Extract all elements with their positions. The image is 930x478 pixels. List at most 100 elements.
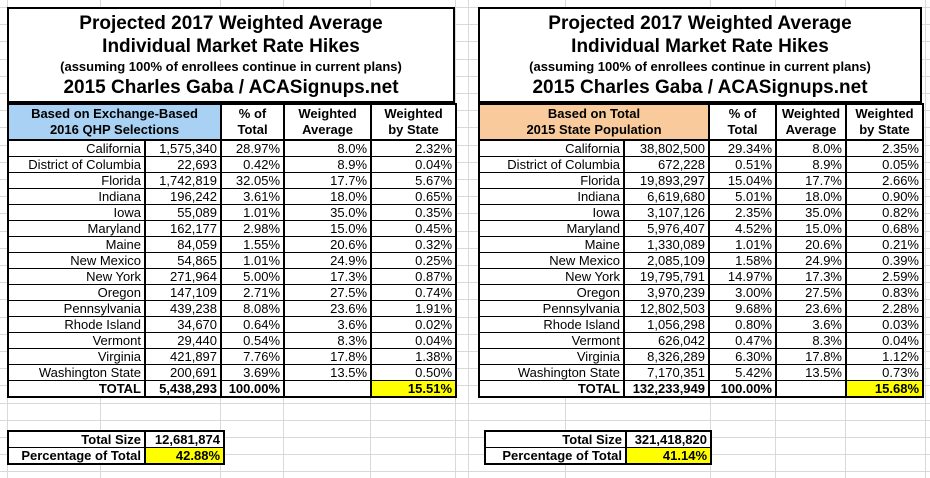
weighted-by-state-cell[interactable]: 0.04% — [370, 332, 458, 349]
pct-of-total-cell[interactable]: 1.01% — [220, 204, 286, 221]
weighted-avg-cell[interactable]: 23.6% — [283, 300, 373, 317]
enrollment-cell[interactable]: 12,802,503 — [623, 300, 710, 317]
weighted-by-state-cell[interactable]: 2.35% — [845, 139, 924, 157]
pct-of-total-cell[interactable]: 7.76% — [220, 348, 286, 365]
enrollment-cell[interactable]: 271,964 — [143, 268, 223, 285]
weighted-avg-cell[interactable]: 8.3% — [775, 332, 847, 349]
total-weighted-avg-cell[interactable] — [775, 380, 847, 398]
weighted-avg-cell[interactable]: 27.5% — [775, 284, 847, 301]
weighted-by-state-cell[interactable]: 0.50% — [370, 364, 458, 381]
pct-of-total-cell[interactable]: 28.97% — [220, 139, 286, 157]
pct-of-total-cell[interactable]: 29.34% — [708, 139, 777, 157]
state-cell[interactable]: Virginia — [7, 348, 146, 365]
total-value-cell[interactable]: 5,438,293 — [143, 380, 223, 398]
weighted-by-state-cell[interactable]: 2.28% — [845, 300, 924, 317]
pct-of-total-cell[interactable]: 0.80% — [708, 316, 777, 333]
state-cell[interactable]: Rhode Island — [7, 316, 146, 333]
state-cell[interactable]: Vermont — [7, 332, 146, 349]
pct-of-total-cell[interactable]: 4.52% — [708, 220, 777, 237]
pct-of-total-cell[interactable]: 0.47% — [708, 332, 777, 349]
enrollment-cell[interactable]: 672,228 — [623, 156, 710, 173]
enrollment-cell[interactable]: 6,619,680 — [623, 188, 710, 205]
enrollment-cell[interactable]: 7,170,351 — [623, 364, 710, 381]
pct-of-total-cell[interactable]: 3.69% — [220, 364, 286, 381]
state-cell[interactable]: Maine — [7, 236, 146, 253]
pct-of-total-cell[interactable]: 2.71% — [220, 284, 286, 301]
header-based-on[interactable]: Based on Total 2015 State Population — [478, 103, 710, 141]
weighted-by-state-cell[interactable]: 0.05% — [845, 156, 924, 173]
enrollment-cell[interactable]: 22,693 — [143, 156, 223, 173]
enrollment-cell[interactable]: 54,865 — [143, 252, 223, 269]
enrollment-cell[interactable]: 3,970,239 — [623, 284, 710, 301]
weighted-avg-cell[interactable]: 20.6% — [775, 236, 847, 253]
weighted-avg-cell[interactable]: 17.3% — [775, 268, 847, 285]
enrollment-cell[interactable]: 626,042 — [623, 332, 710, 349]
weighted-by-state-cell[interactable]: 0.73% — [845, 364, 924, 381]
weighted-avg-cell[interactable]: 17.7% — [775, 172, 847, 189]
state-cell[interactable]: Virginia — [478, 348, 625, 365]
weighted-avg-cell[interactable]: 20.6% — [283, 236, 373, 253]
percentage-of-total-label[interactable]: Percentage of Total — [7, 447, 146, 465]
weighted-by-state-cell[interactable]: 0.83% — [845, 284, 924, 301]
enrollment-cell[interactable]: 34,670 — [143, 316, 223, 333]
total-value-cell[interactable]: 132,233,949 — [623, 380, 710, 398]
pct-of-total-cell[interactable]: 14.97% — [708, 268, 777, 285]
enrollment-cell[interactable]: 2,085,109 — [623, 252, 710, 269]
state-cell[interactable]: New York — [478, 268, 625, 285]
weighted-avg-cell[interactable]: 8.0% — [775, 139, 847, 157]
state-cell[interactable]: California — [478, 139, 625, 157]
enrollment-cell[interactable]: 196,242 — [143, 188, 223, 205]
weighted-avg-cell[interactable]: 8.9% — [775, 156, 847, 173]
pct-of-total-cell[interactable]: 2.98% — [220, 220, 286, 237]
header-weighted-average[interactable]: Weighted Average — [775, 103, 847, 141]
weighted-by-state-cell[interactable]: 1.38% — [370, 348, 458, 365]
weighted-avg-cell[interactable]: 23.6% — [775, 300, 847, 317]
weighted-avg-cell[interactable]: 35.0% — [775, 204, 847, 221]
state-cell[interactable]: Maine — [478, 236, 625, 253]
state-cell[interactable]: Pennsylvania — [7, 300, 146, 317]
weighted-avg-cell[interactable]: 18.0% — [775, 188, 847, 205]
pct-of-total-cell[interactable]: 5.01% — [708, 188, 777, 205]
weighted-avg-cell[interactable]: 15.0% — [775, 220, 847, 237]
total-weighted-by-state-cell[interactable]: 15.51% — [370, 380, 458, 398]
weighted-by-state-cell[interactable]: 0.03% — [845, 316, 924, 333]
table-title[interactable]: Projected 2017 Weighted Average Individu… — [7, 7, 455, 103]
pct-of-total-cell[interactable]: 0.64% — [220, 316, 286, 333]
weighted-by-state-cell[interactable]: 0.87% — [370, 268, 458, 285]
weighted-avg-cell[interactable]: 17.3% — [283, 268, 373, 285]
weighted-avg-cell[interactable]: 15.0% — [283, 220, 373, 237]
weighted-by-state-cell[interactable]: 0.21% — [845, 236, 924, 253]
weighted-by-state-cell[interactable]: 0.68% — [845, 220, 924, 237]
weighted-avg-cell[interactable]: 24.9% — [775, 252, 847, 269]
percentage-of-total-value[interactable]: 41.14% — [625, 447, 712, 465]
weighted-by-state-cell[interactable]: 2.59% — [845, 268, 924, 285]
weighted-avg-cell[interactable]: 17.8% — [775, 348, 847, 365]
weighted-by-state-cell[interactable]: 0.32% — [370, 236, 458, 253]
state-cell[interactable]: Maryland — [7, 220, 146, 237]
enrollment-cell[interactable]: 8,326,289 — [623, 348, 710, 365]
percentage-of-total-value[interactable]: 42.88% — [144, 447, 225, 465]
header-pct-of-total[interactable]: % of Total — [220, 103, 286, 141]
state-cell[interactable]: Florida — [478, 172, 625, 189]
pct-of-total-cell[interactable]: 5.42% — [708, 364, 777, 381]
weighted-by-state-cell[interactable]: 0.65% — [370, 188, 458, 205]
weighted-by-state-cell[interactable]: 1.12% — [845, 348, 924, 365]
pct-of-total-cell[interactable]: 1.55% — [220, 236, 286, 253]
weighted-by-state-cell[interactable]: 1.91% — [370, 300, 458, 317]
enrollment-cell[interactable]: 162,177 — [143, 220, 223, 237]
enrollment-cell[interactable]: 1,742,819 — [143, 172, 223, 189]
weighted-avg-cell[interactable]: 13.5% — [775, 364, 847, 381]
state-cell[interactable]: New Mexico — [7, 252, 146, 269]
weighted-by-state-cell[interactable]: 0.02% — [370, 316, 458, 333]
pct-of-total-cell[interactable]: 2.35% — [708, 204, 777, 221]
weighted-avg-cell[interactable]: 24.9% — [283, 252, 373, 269]
total-size-label[interactable]: Total Size — [484, 430, 627, 448]
pct-of-total-cell[interactable]: 5.00% — [220, 268, 286, 285]
weighted-by-state-cell[interactable]: 0.90% — [845, 188, 924, 205]
weighted-avg-cell[interactable]: 17.7% — [283, 172, 373, 189]
enrollment-cell[interactable]: 55,089 — [143, 204, 223, 221]
weighted-by-state-cell[interactable]: 0.82% — [845, 204, 924, 221]
state-cell[interactable]: Rhode Island — [478, 316, 625, 333]
weighted-avg-cell[interactable]: 3.6% — [775, 316, 847, 333]
pct-of-total-cell[interactable]: 3.61% — [220, 188, 286, 205]
